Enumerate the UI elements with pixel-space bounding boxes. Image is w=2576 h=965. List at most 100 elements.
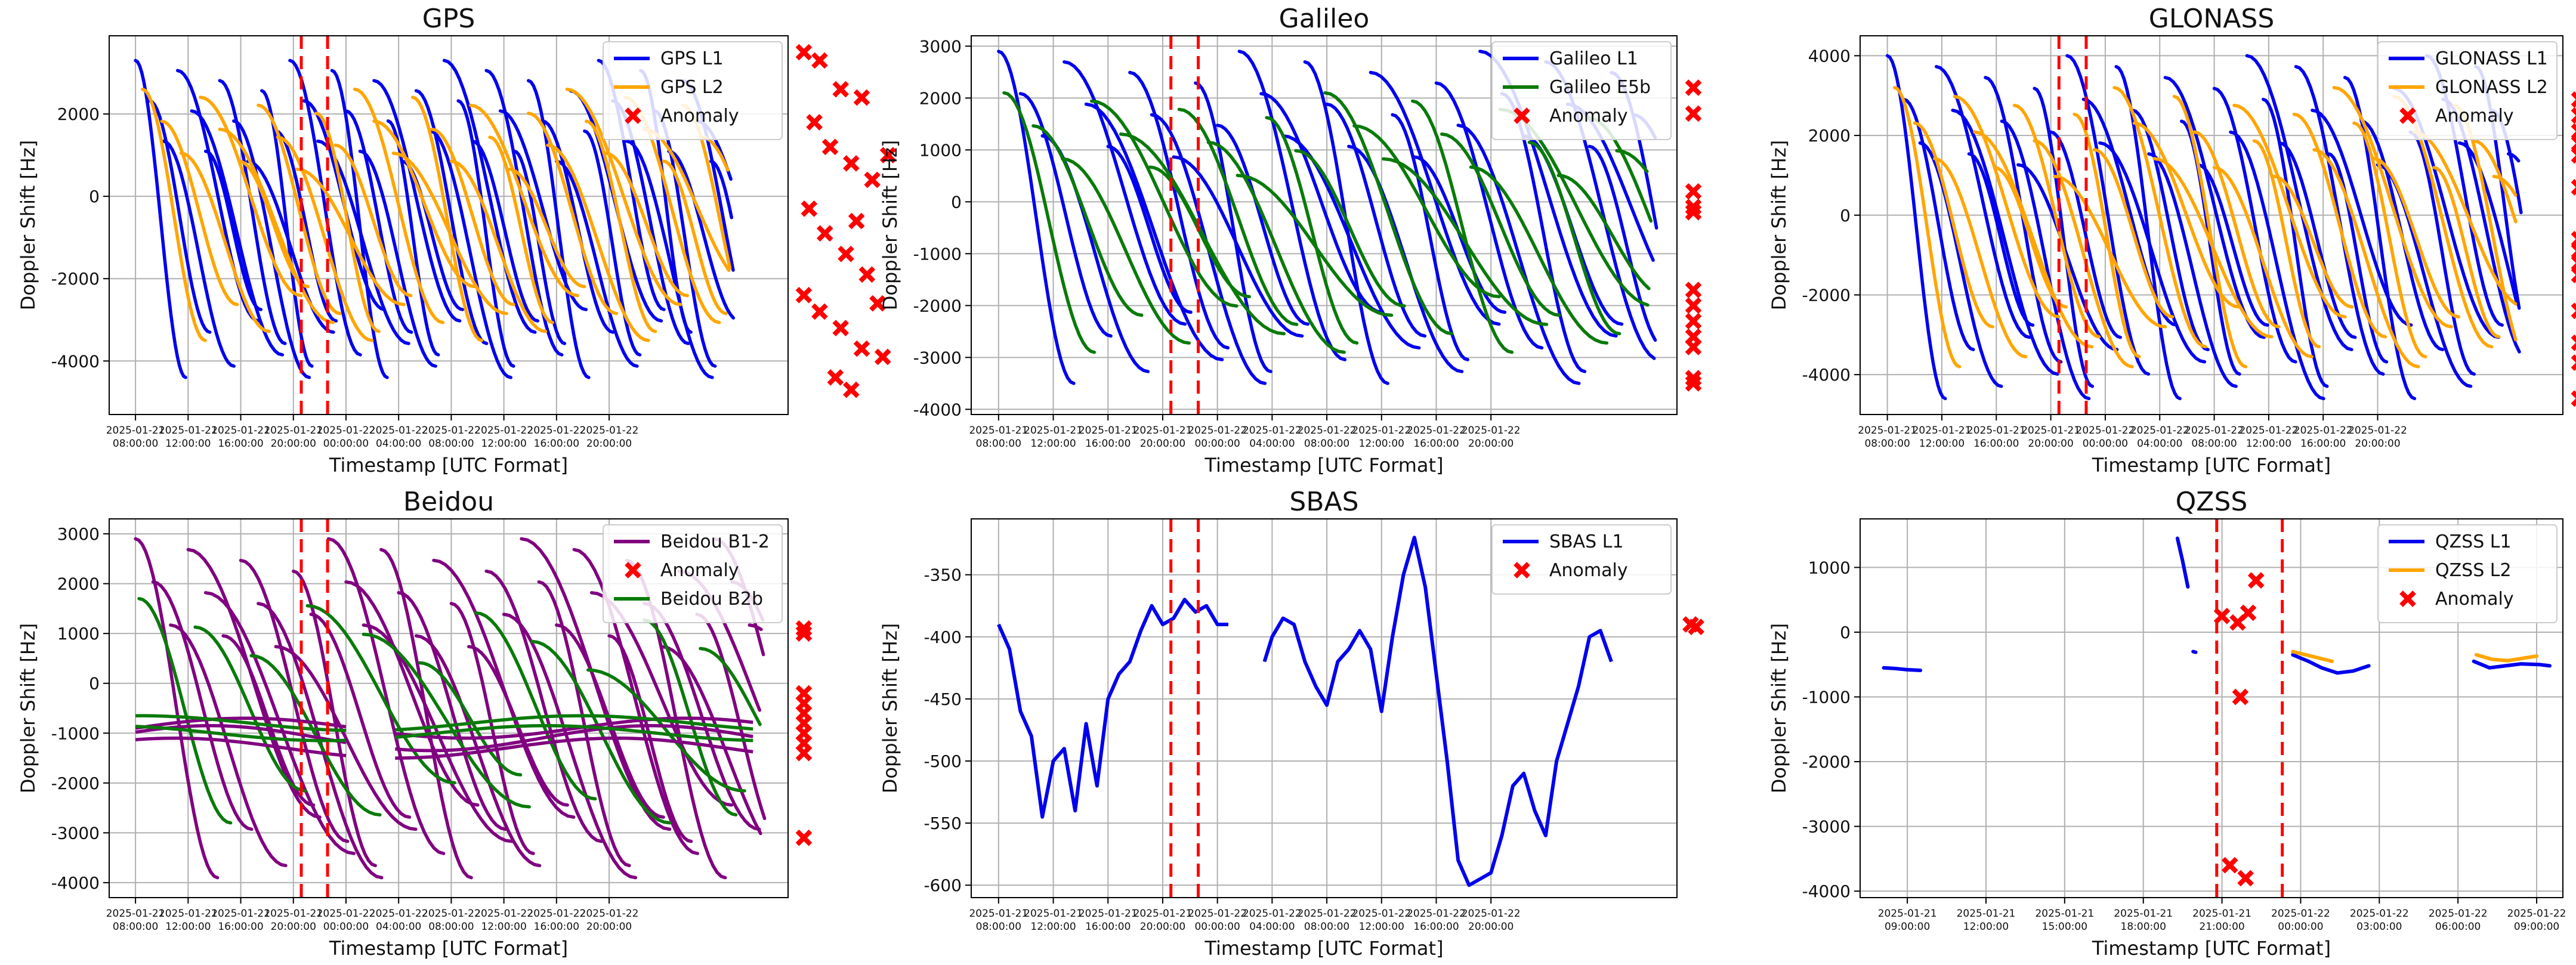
x-tick-time: 16:00:00 [1973,438,2019,450]
anomaly-marker [2240,604,2257,621]
x-tick-time: 08:00:00 [428,921,474,933]
x-tick-date: 2025-01-21 [1878,908,1937,920]
qzss-line [2175,536,2190,589]
x-tick-time: 20:00:00 [2028,438,2073,450]
series-line [1527,140,1621,336]
anomaly-marker [2399,107,2416,124]
x-tick-time: 16:00:00 [534,921,579,933]
x-tick-time: 18:00:00 [2121,921,2166,933]
series-line [2092,148,2175,318]
x-tick-time: 20:00:00 [586,921,632,933]
series-line [1061,157,1191,345]
series-line [1951,109,2059,376]
series-line [134,58,187,379]
anomaly-marker [848,212,865,230]
series-line [507,167,586,289]
y-tick-label: -3000 [1802,817,1851,837]
anomaly-marker [2571,147,2576,164]
series-line [386,119,440,357]
x-axis-label: Timestamp [UTC Format] [1204,454,1443,477]
series-line [218,79,287,345]
y-axis-label: Doppler Shift [Hz] [17,623,39,793]
anomaly-marker [795,287,813,304]
x-tick-date: 2025-01-22 [2429,908,2488,920]
series-line [260,89,314,368]
y-tick-label: -2000 [51,774,100,793]
y-tick-label: 2000 [57,574,100,594]
y-tick-label: -450 [923,689,962,709]
x-tick-date: 2025-01-21 [2192,908,2251,920]
x-tick-time: 12:00:00 [481,921,526,933]
series-line [695,613,767,821]
anomaly-marker [838,245,854,262]
y-tick-label: 2000 [57,104,100,124]
series-line [2372,157,2460,318]
anomaly-marker [2237,870,2254,887]
x-tick-date: 2025-01-22 [2294,425,2353,437]
series-line [221,634,316,807]
series-line [2033,86,2095,388]
panel-qzss: 2025-01-2109:00:002025-01-2112:00:002025… [1768,487,2566,960]
x-tick-time: 12:00:00 [2246,438,2291,450]
x-tick-time: 20:00:00 [1468,921,1514,933]
anomaly-marker [2247,572,2265,589]
x-tick-date: 2025-01-22 [369,425,428,437]
x-tick-date: 2025-01-21 [264,908,323,920]
x-tick-date: 2025-01-21 [969,425,1028,437]
series-line [2098,141,2207,364]
y-tick-label: 0 [89,187,100,206]
x-tick-time: 08:00:00 [113,438,158,450]
x-tick-date: 2025-01-22 [422,425,481,437]
qzss-line [2474,652,2538,663]
series-line [1933,157,2028,358]
series-line [2212,166,2314,358]
x-tick-time: 08:00:00 [428,438,474,450]
anomaly-marker [832,320,850,336]
series-line [667,149,736,320]
x-tick-time: 04:00:00 [2137,438,2182,450]
x-axis-label: Timestamp [UTC Format] [329,937,568,960]
x-tick-date: 2025-01-22 [527,908,586,920]
x-tick-date: 2025-01-22 [1462,908,1521,920]
anomaly-marker [795,625,813,642]
anomaly-marker [2571,107,2576,124]
series-line [2072,112,2141,358]
series-line [2506,152,2521,163]
series-line [305,604,456,785]
series-line [586,668,746,793]
y-tick-label: -4000 [51,351,100,371]
y-tick-label: 0 [89,674,100,694]
series-line [502,613,638,880]
x-tick-time: 03:00:00 [2356,921,2402,933]
x-axis-label: Timestamp [UTC Format] [329,454,568,477]
x-tick-date: 2025-01-22 [474,425,533,437]
series-line [1935,64,2031,339]
legend-label: Galileo E5b [1549,77,1651,98]
anomaly-marker [795,620,813,637]
x-tick-time: 00:00:00 [1194,438,1240,450]
x-tick-date: 2025-01-22 [1298,425,1357,437]
series-line [2114,64,2182,401]
x-tick-date: 2025-01-21 [1858,425,1917,437]
x-tick-date: 2025-01-22 [317,908,376,920]
x-tick-date: 2025-01-22 [2185,425,2244,437]
y-tick-label: -3000 [51,823,100,843]
series-line [1106,144,1193,314]
series-line [2033,139,2134,369]
series-line [1294,149,1406,308]
series-line [2311,109,2413,327]
axes-frame [1860,518,2563,898]
anomaly-marker [1685,282,1702,299]
geo-series-line [135,736,347,757]
series-line [1615,149,1649,174]
x-tick-date: 2025-01-21 [264,425,323,437]
x-tick-time: 12:00:00 [481,438,526,450]
qzss-line [2472,659,2552,670]
anomaly-marker [2232,688,2249,706]
anomaly-marker [853,340,870,357]
x-tick-date: 2025-01-22 [1243,425,1302,437]
series-line [1259,92,1384,314]
y-tick-label: -400 [923,627,962,647]
x-tick-date: 2025-01-22 [1407,425,1466,437]
x-tick-time: 04:00:00 [1249,438,1295,450]
